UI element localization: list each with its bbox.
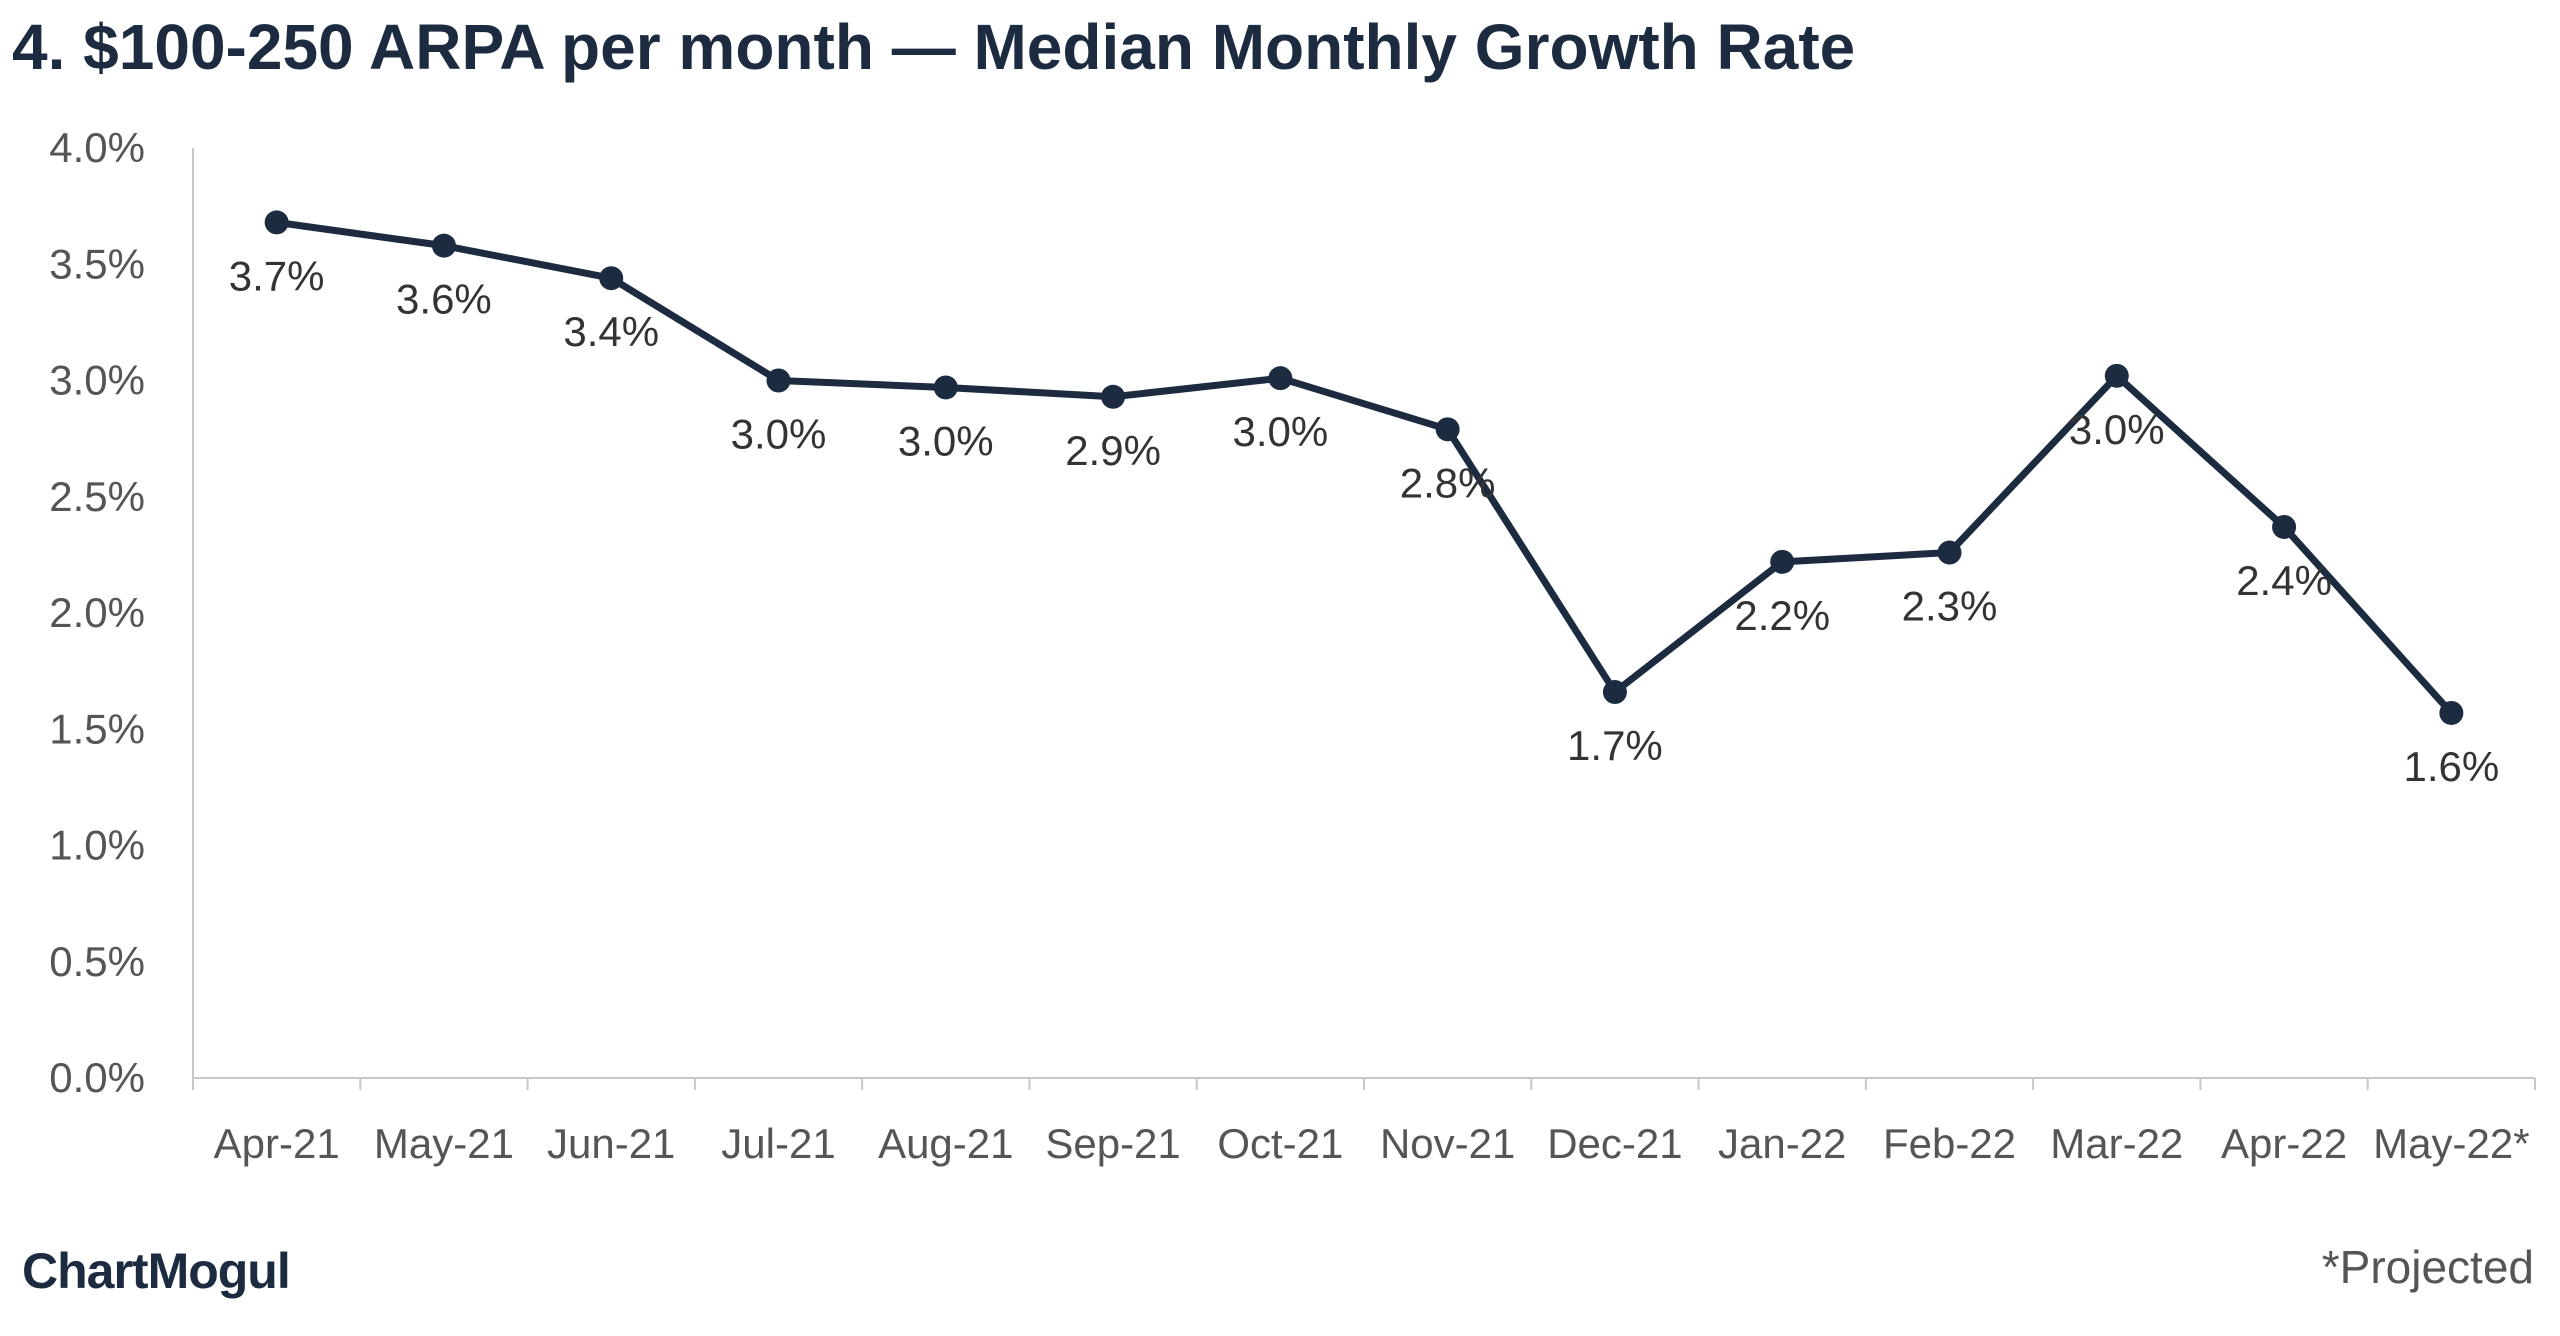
series-growth-rate xyxy=(264,210,2464,725)
x-tick-label: Jul-21 xyxy=(721,1120,835,1167)
y-tick-label: 4.0% xyxy=(49,124,145,171)
x-tick-label: Jan-22 xyxy=(1718,1120,1846,1167)
y-tick-label: 3.0% xyxy=(49,357,145,404)
data-point xyxy=(1770,549,1795,574)
data-point xyxy=(264,210,289,235)
series-line xyxy=(273,218,2455,717)
data-point xyxy=(1101,384,1126,409)
data-point xyxy=(2104,363,2129,388)
x-tick-label: Feb-22 xyxy=(1883,1120,2016,1167)
data-label: 1.7% xyxy=(1567,722,1663,769)
data-label: 3.0% xyxy=(2069,406,2165,453)
x-tick-label: Mar-22 xyxy=(2050,1120,2183,1167)
data-label: 3.0% xyxy=(731,411,827,458)
data-point xyxy=(1937,540,1962,565)
data-label: 3.6% xyxy=(396,276,492,323)
data-labels: 3.7% 3.6% 3.4% 3.0% 3.0% 2.9% 3.0% 2.8% 1.7% 2.2%… xyxy=(229,252,2499,790)
x-tick-label: Apr-22 xyxy=(2221,1120,2347,1167)
chartmogul-logo: ChartMogul xyxy=(22,1243,291,1299)
data-label: 2.2% xyxy=(1734,592,1830,639)
data-point xyxy=(1268,366,1293,391)
chart-title: 4. $100-250 ARPA per month — Median Mont… xyxy=(12,11,1856,83)
y-tick-label: 1.0% xyxy=(49,822,145,869)
y-tick-label: 1.5% xyxy=(49,705,145,752)
data-point xyxy=(431,233,456,258)
data-label: 2.9% xyxy=(1065,427,1161,474)
data-point xyxy=(933,375,958,400)
data-label: 3.0% xyxy=(898,417,994,464)
y-tick-label: 2.0% xyxy=(49,589,145,636)
data-point xyxy=(766,368,791,393)
x-tick-label: Aug-21 xyxy=(878,1120,1013,1167)
y-axis: 0.0% 0.5% 1.0% 1.5% 2.0% 2.5% 3.0% 3.5% 4.0% xyxy=(49,124,194,1101)
y-tick-label: 0.0% xyxy=(49,1054,145,1101)
y-tick-label: 2.5% xyxy=(49,473,145,520)
data-point xyxy=(2439,700,2464,725)
data-point xyxy=(2272,514,2297,539)
y-tick-label: 0.5% xyxy=(49,938,145,985)
projected-footnote: *Projected xyxy=(2321,1241,2534,1293)
data-label: 1.6% xyxy=(2403,743,2499,790)
x-tick-label: Apr-21 xyxy=(214,1120,340,1167)
x-tick-label: Jun-21 xyxy=(547,1120,675,1167)
x-tick-label: May-21 xyxy=(374,1120,514,1167)
x-tick-label: May-22* xyxy=(2373,1120,2529,1167)
data-point xyxy=(599,266,624,291)
data-point xyxy=(1602,680,1627,705)
data-label: 3.4% xyxy=(563,308,659,355)
data-label: 2.3% xyxy=(1902,583,1998,630)
y-tick-label: 3.5% xyxy=(49,240,145,287)
x-tick-label: Oct-21 xyxy=(1217,1120,1343,1167)
x-tick-label: Nov-21 xyxy=(1380,1120,1515,1167)
data-label: 2.8% xyxy=(1400,459,1496,506)
x-tick-label: Sep-21 xyxy=(1045,1120,1180,1167)
data-label: 3.7% xyxy=(229,252,325,299)
data-label: 3.0% xyxy=(1232,408,1328,455)
data-point xyxy=(1435,417,1460,442)
data-label: 2.4% xyxy=(2236,557,2332,604)
x-tick-label: Dec-21 xyxy=(1547,1120,1682,1167)
x-axis: Apr-21 May-21 Jun-21 Jul-21 Aug-21 Sep-21 Oct-… xyxy=(192,1077,2536,1167)
